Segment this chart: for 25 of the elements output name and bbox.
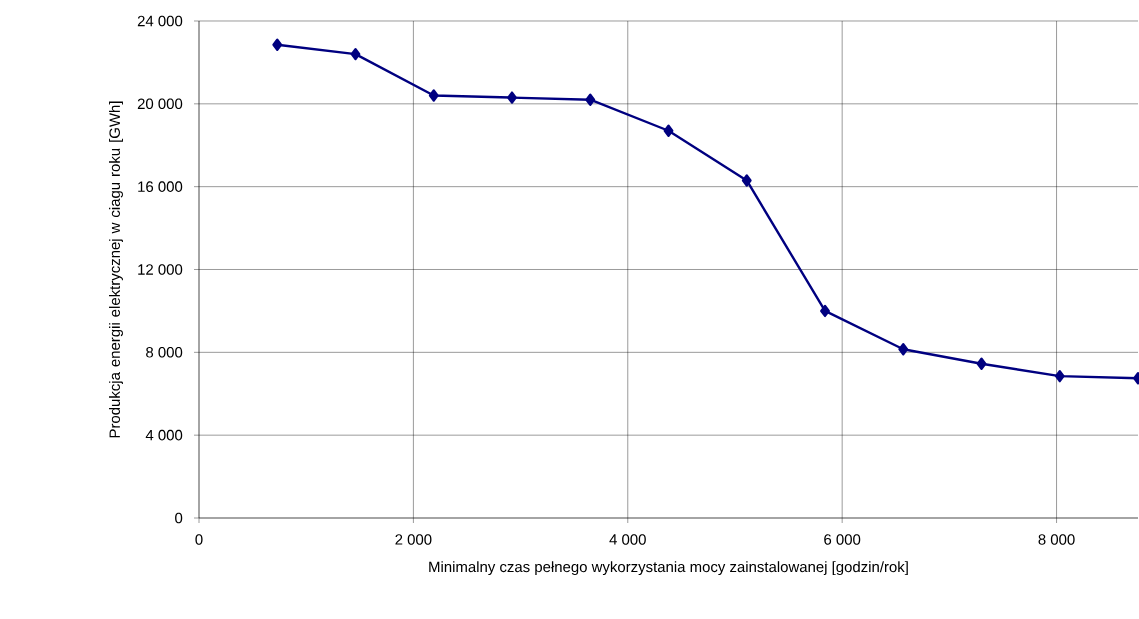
x-tick-label: 8 000 [1038, 534, 1075, 545]
y-tick-label: 4 000 [145, 429, 183, 441]
x-tick-label: 2 000 [395, 534, 432, 545]
y-tick-label: 12 000 [138, 264, 183, 275]
x-tick-label: 6 000 [824, 534, 861, 545]
y-tick-label: 8 000 [146, 347, 183, 358]
point [507, 91, 517, 104]
point [1054, 369, 1065, 383]
point [350, 47, 361, 61]
x-tick-label: 4 000 [609, 534, 646, 545]
point [428, 89, 439, 102]
y-tick-label: 24 000 [137, 15, 183, 27]
x-tick-label: 0 [195, 534, 203, 545]
point [976, 357, 987, 370]
x-axis-title: Minimalny czas pełnego wykorzystania mocy zainstalowanej [godzin/rok] [429, 561, 908, 576]
point [898, 343, 909, 356]
point [585, 93, 596, 106]
y-tick-label: 16 000 [138, 181, 183, 192]
y-tick-label: 20 000 [137, 98, 183, 110]
y-tick-label: 0 [175, 512, 183, 524]
point [820, 304, 830, 318]
point [663, 124, 674, 137]
y-axis-title: Produkcja energii elektrycznej w ciagu roku [GWh] [109, 101, 123, 438]
point [741, 174, 752, 187]
point [272, 38, 283, 51]
